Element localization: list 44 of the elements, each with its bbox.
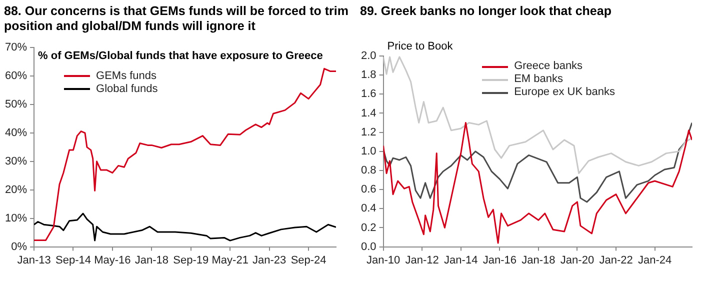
y-tick-label: 50% [4,98,28,111]
x-tick-label: Jan-18 [134,254,168,266]
y-tick-label: 10% [4,212,28,224]
legend-label: Europe ex UK banks [514,86,615,99]
x-tick-label: Jan-18 [522,254,556,266]
y-tick-label: 1.2 [360,126,376,138]
y-tick-label: 0.6 [360,184,376,196]
chart-title: 89. Greek banks no longer look that cheap [359,4,612,20]
y-axis-title: Price to Book [387,40,454,53]
y-tick-label: 0.4 [360,202,376,215]
y-tick-label: 60% [4,70,28,82]
y-tick-label: 0.2 [360,222,376,234]
x-tick-label: Jan-22 [599,254,633,266]
x-tick-label: Sep-14 [55,254,91,266]
y-tick-label: 1.0 [360,145,376,158]
x-tick-label: Jan-12 [405,254,439,266]
legend-label: GEMs funds [96,70,157,83]
y-tick-label: 0% [11,240,28,253]
x-tick-label: May-16 [94,254,131,266]
y-tick-label: 1.6 [360,88,376,100]
chart-subtitle: % of GEMs/Global funds that have exposure to Greece [38,50,323,62]
y-tick-label: 20% [4,184,28,196]
y-tick-label: 2.0 [360,50,376,62]
x-tick-label: Jan-20 [560,254,594,266]
y-tick-label: 0.8 [360,164,376,177]
legend-label: Global funds [96,82,158,96]
x-tick-label: Jan-14 [444,254,478,266]
x-tick-label: Jan-13 [17,254,51,266]
legend-label: Greece banks [514,60,583,73]
x-tick-label: Sep-24 [290,254,326,266]
y-tick-label: 70% [4,42,28,54]
y-tick-label: 1.8 [360,69,376,82]
chart-title: 88. Our concerns is that GEMs funds will be forced to trim position and global/DM funds will ignore it [3,4,350,35]
x-tick-label: May-21 [212,254,248,266]
legend-label: EM banks [514,73,563,86]
y-tick-label: 30% [4,155,28,168]
x-tick-label: Jan-10 [366,254,400,266]
x-tick-label: Jan-24 [638,254,672,266]
y-tick-label: 40% [4,127,28,140]
y-tick-label: 0.0 [360,240,376,253]
x-tick-label: Jan-23 [252,254,286,266]
x-tick-label: Sep-19 [173,254,209,266]
x-tick-label: Jan-16 [482,254,516,266]
y-tick-label: 1.4 [360,107,376,120]
